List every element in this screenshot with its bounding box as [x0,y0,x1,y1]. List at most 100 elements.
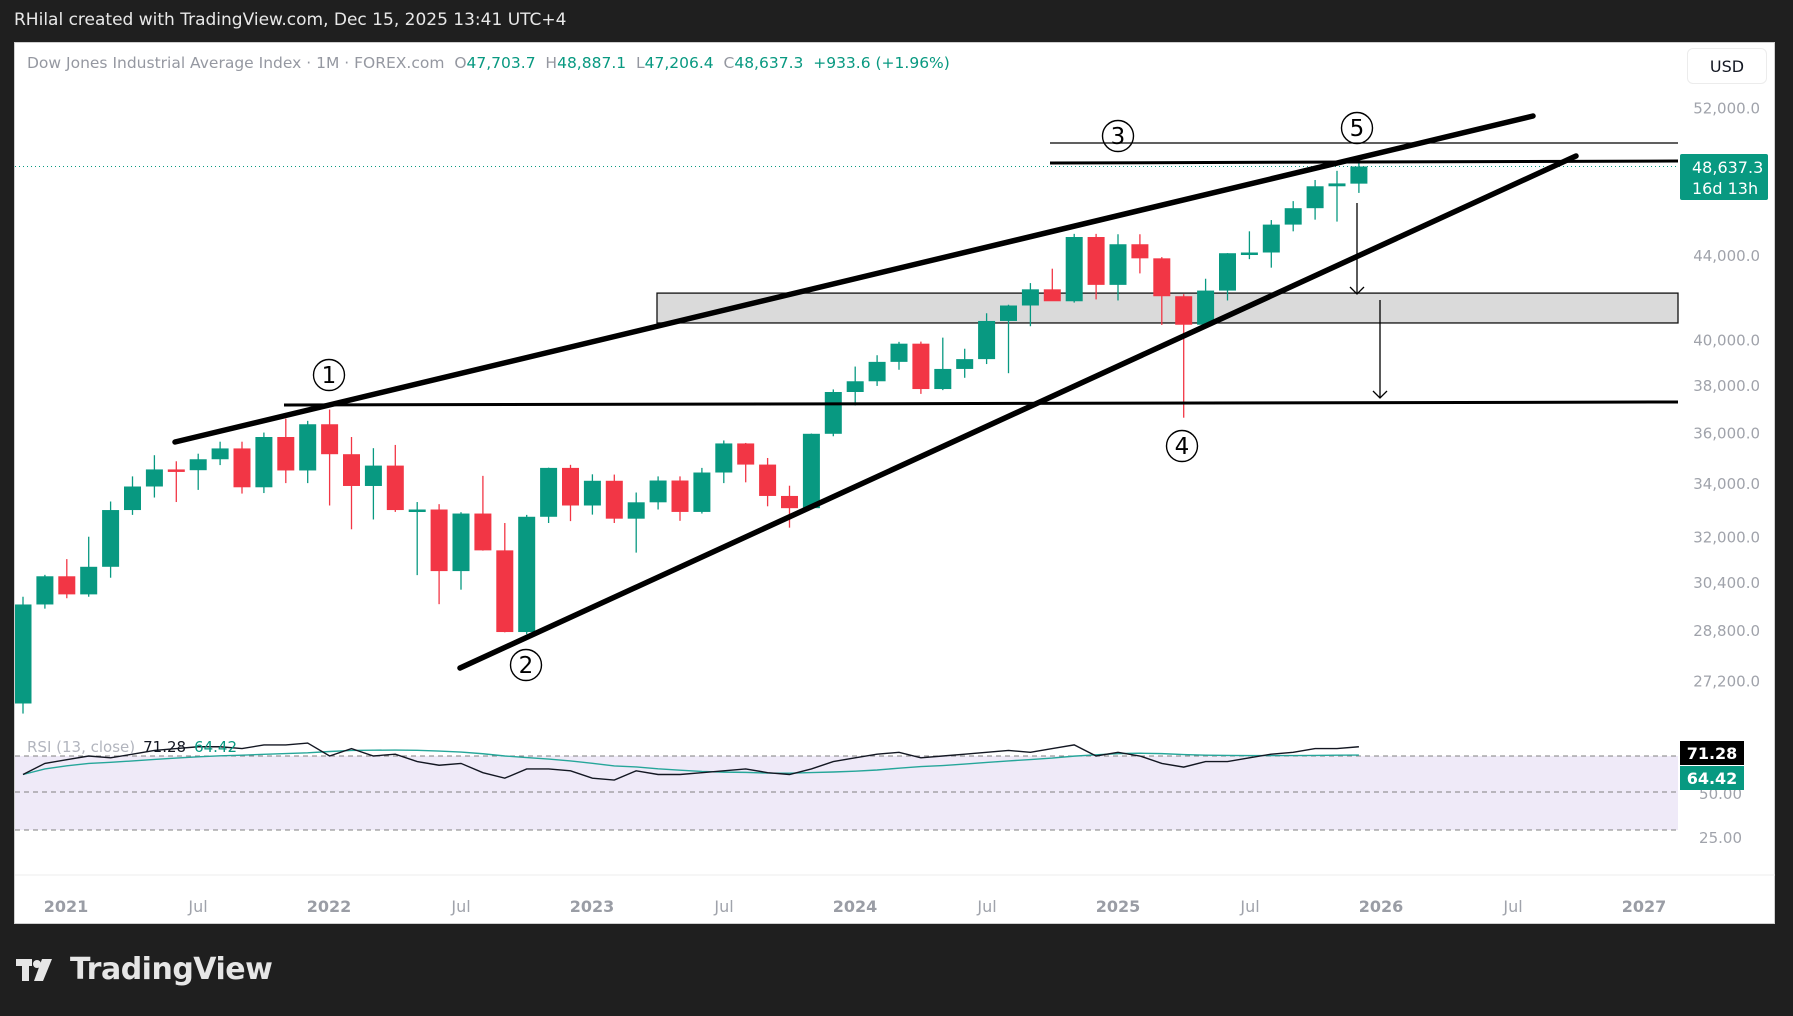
candle[interactable] [518,516,536,633]
candle[interactable] [408,509,426,513]
wave-label-circle[interactable] [312,358,346,392]
candle[interactable] [1284,208,1302,225]
candle[interactable] [605,480,623,519]
horizontal-line-1[interactable] [283,400,1679,407]
rsi-value: 71.28 [143,738,187,756]
candle[interactable] [1240,252,1258,256]
wave-label-circle[interactable] [1340,111,1374,145]
candle[interactable] [562,467,579,506]
candle[interactable] [649,480,667,503]
candle[interactable] [1021,289,1039,306]
candle[interactable] [430,509,448,572]
candle[interactable] [890,343,908,362]
candle[interactable] [1065,237,1083,302]
price-axis-label: 28,800.0 [1693,622,1760,640]
candle[interactable] [211,448,229,460]
time-axis-label: Jul [1503,897,1523,916]
candle[interactable] [1175,296,1193,325]
interval: 1M [316,54,340,72]
rsi-label: RSI (13, close) [27,738,136,756]
time-axis-label: Jul [188,897,208,916]
candle[interactable] [102,510,120,567]
candle[interactable] [145,469,163,487]
candle[interactable] [912,343,930,390]
price-axis-label: 32,000.0 [1693,529,1760,547]
rsi-ma-tag: 64.42 [1680,766,1744,790]
candle[interactable] [868,361,886,382]
candle[interactable] [802,433,820,509]
candle[interactable] [36,576,54,605]
wave-label-2: 2 [519,653,534,679]
candle[interactable] [1350,166,1368,184]
candle[interactable] [671,480,689,512]
wave-label-5: 5 [1350,116,1365,142]
candle[interactable] [715,443,733,473]
price-axis-label: 30,400.0 [1693,574,1760,592]
candle[interactable] [1000,305,1017,321]
candle[interactable] [299,424,317,471]
wave-label-circle[interactable] [1101,119,1135,153]
candle[interactable] [364,465,382,486]
candle[interactable] [167,469,185,472]
candle[interactable] [737,443,755,465]
candle[interactable] [824,391,842,434]
candle[interactable] [80,566,98,595]
candle[interactable] [978,320,996,360]
time-axis-label: Jul [977,897,997,916]
candle[interactable] [255,436,273,488]
rsi-axis-label: 25.00 [1699,829,1742,847]
candle[interactable] [321,424,339,455]
candle[interactable] [1153,258,1171,297]
candle[interactable] [781,495,798,509]
candle[interactable] [627,502,645,519]
currency-button[interactable]: USD [1687,48,1767,84]
candle[interactable] [583,480,601,506]
candle[interactable] [693,472,711,512]
tradingview-brand[interactable]: TradingView [16,952,273,987]
support-zone[interactable] [656,292,1679,324]
candle[interactable] [1262,224,1280,253]
wave-label-circle[interactable] [1165,429,1199,463]
tradingview-logo-icon [16,958,52,981]
candle[interactable] [1131,244,1149,259]
candle[interactable] [1087,237,1105,285]
candle[interactable] [1043,289,1061,302]
candle[interactable] [934,368,952,390]
candle[interactable] [1306,186,1324,209]
lower-trendline[interactable] [457,153,1579,671]
wave-label-circle[interactable] [509,648,543,682]
candle[interactable] [124,486,141,511]
candle[interactable] [277,436,295,471]
price-axis-label: 38,000.0 [1693,377,1760,395]
candle[interactable] [233,448,251,488]
rsi-line [22,742,1359,781]
candle[interactable] [1219,253,1236,291]
time-axis-label: 2026 [1358,897,1404,916]
candle[interactable] [386,465,404,511]
upper-trendline[interactable] [172,113,1536,445]
candle[interactable] [474,513,492,551]
candle[interactable] [1197,290,1215,325]
arrow-head-icon [1349,286,1365,295]
candle[interactable] [956,359,974,369]
candle[interactable] [759,464,777,496]
candle[interactable] [496,550,514,633]
candle[interactable] [1328,183,1346,187]
horizontal-line-3a[interactable] [1049,159,1679,165]
candle[interactable] [452,513,470,572]
symbol-legend: Dow Jones Industrial Average Index · 1M … [27,54,950,72]
candle[interactable] [846,381,864,392]
time-axis-label: 2022 [306,897,352,916]
candle[interactable] [15,604,32,704]
close-value: 48,637.3 [734,54,804,72]
time-axis-label: 2021 [43,897,89,916]
candle[interactable] [540,467,558,517]
change-value: +933.6 (+1.96%) [813,54,950,72]
candle[interactable] [189,459,207,471]
wave-label-4: 4 [1175,434,1190,460]
low-value: 47,206.4 [644,54,714,72]
candle[interactable] [343,454,360,486]
candle[interactable] [1109,244,1127,285]
candle[interactable] [58,576,76,595]
